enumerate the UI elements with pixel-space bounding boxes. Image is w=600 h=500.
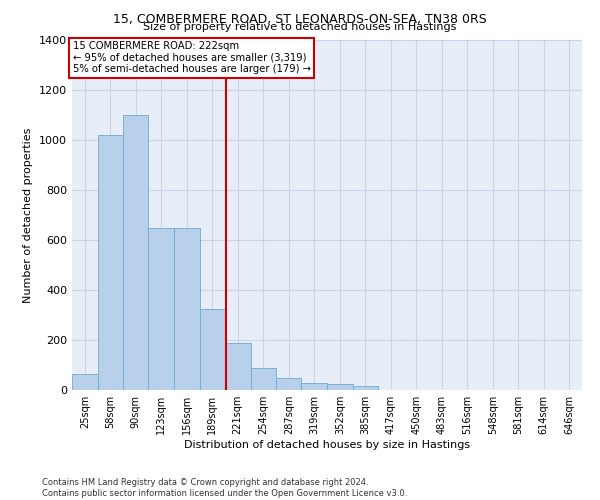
Bar xyxy=(122,115,148,390)
Bar xyxy=(277,378,301,390)
Text: 15 COMBERMERE ROAD: 222sqm
← 95% of detached houses are smaller (3,319)
5% of se: 15 COMBERMERE ROAD: 222sqm ← 95% of deta… xyxy=(73,42,311,74)
Text: 15, COMBERMERE ROAD, ST LEONARDS-ON-SEA, TN38 0RS: 15, COMBERMERE ROAD, ST LEONARDS-ON-SEA,… xyxy=(113,12,487,26)
Bar xyxy=(353,386,377,390)
Text: Size of property relative to detached houses in Hastings: Size of property relative to detached ho… xyxy=(143,22,457,32)
X-axis label: Distribution of detached houses by size in Hastings: Distribution of detached houses by size … xyxy=(184,440,470,450)
Text: Contains HM Land Registry data © Crown copyright and database right 2024.
Contai: Contains HM Land Registry data © Crown c… xyxy=(42,478,407,498)
Bar xyxy=(72,374,98,390)
Bar xyxy=(225,342,251,390)
Bar xyxy=(327,384,353,390)
Bar xyxy=(301,382,327,390)
Bar xyxy=(200,308,225,390)
Bar xyxy=(98,135,122,390)
Y-axis label: Number of detached properties: Number of detached properties xyxy=(23,128,34,302)
Bar xyxy=(251,368,277,390)
Bar xyxy=(174,228,200,390)
Bar xyxy=(148,228,174,390)
